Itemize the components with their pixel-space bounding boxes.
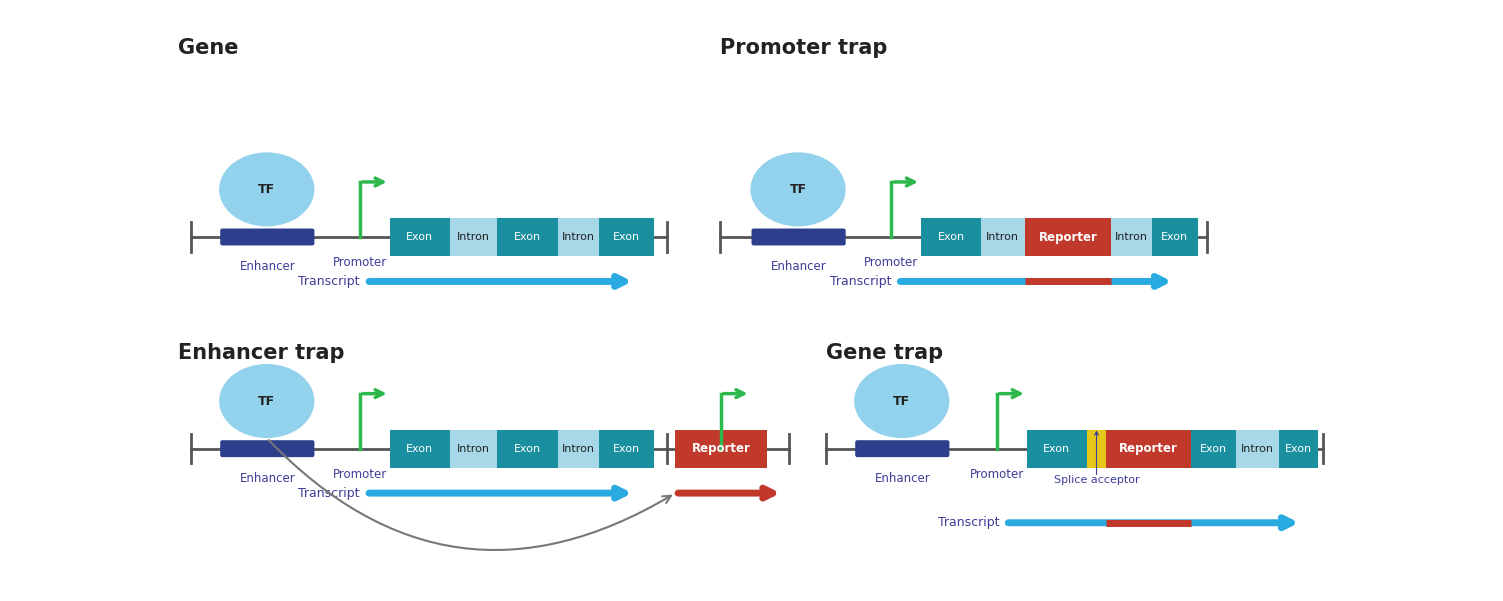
Text: Promoter: Promoter xyxy=(332,256,388,269)
Text: Transcript: Transcript xyxy=(938,516,999,529)
Text: Reporter: Reporter xyxy=(1039,231,1097,243)
Text: Promoter trap: Promoter trap xyxy=(720,38,887,58)
Text: Reporter: Reporter xyxy=(1118,442,1178,455)
Text: Promoter: Promoter xyxy=(969,468,1024,481)
Text: Gene trap: Gene trap xyxy=(825,343,942,363)
Text: Intron: Intron xyxy=(562,444,595,454)
Bar xyxy=(675,430,768,468)
Text: Transcript: Transcript xyxy=(299,275,359,288)
Bar xyxy=(1111,218,1151,256)
Bar xyxy=(600,218,654,256)
Ellipse shape xyxy=(854,364,950,438)
Bar xyxy=(558,430,600,468)
Text: Exon: Exon xyxy=(406,232,433,242)
Bar xyxy=(389,218,449,256)
Text: Exon: Exon xyxy=(1285,444,1312,454)
Text: TF: TF xyxy=(259,394,275,407)
Bar xyxy=(449,218,497,256)
Text: Enhancer: Enhancer xyxy=(239,472,295,485)
Bar xyxy=(1106,430,1190,468)
Bar xyxy=(497,430,558,468)
Text: Exon: Exon xyxy=(514,444,541,454)
Text: TF: TF xyxy=(259,183,275,196)
Ellipse shape xyxy=(219,152,314,227)
Text: Splice acceptor: Splice acceptor xyxy=(1054,475,1139,485)
FancyBboxPatch shape xyxy=(752,228,846,245)
Text: Exon: Exon xyxy=(613,444,640,454)
Text: Transcript: Transcript xyxy=(299,487,359,499)
Bar xyxy=(497,218,558,256)
Bar xyxy=(1235,430,1279,468)
Text: Exon: Exon xyxy=(1199,444,1226,454)
Bar xyxy=(1025,218,1111,256)
FancyBboxPatch shape xyxy=(221,228,314,245)
Text: Exon: Exon xyxy=(406,444,433,454)
Text: Exon: Exon xyxy=(1162,232,1189,242)
Text: Exon: Exon xyxy=(938,232,965,242)
Bar xyxy=(1151,218,1198,256)
Ellipse shape xyxy=(219,364,314,438)
Bar xyxy=(600,430,654,468)
Text: Exon: Exon xyxy=(613,232,640,242)
Text: Enhancer trap: Enhancer trap xyxy=(177,343,344,363)
Text: Transcript: Transcript xyxy=(830,275,891,288)
Text: Exon: Exon xyxy=(1043,444,1070,454)
Text: Gene: Gene xyxy=(177,38,239,58)
FancyBboxPatch shape xyxy=(221,440,314,457)
Text: Promoter: Promoter xyxy=(332,468,388,481)
Text: Intron: Intron xyxy=(457,232,490,242)
Bar xyxy=(1190,430,1235,468)
Text: Intron: Intron xyxy=(1115,232,1148,242)
Bar xyxy=(449,430,497,468)
Bar xyxy=(1087,430,1106,468)
Text: Intron: Intron xyxy=(986,232,1019,242)
Bar xyxy=(1027,430,1087,468)
Bar xyxy=(558,218,600,256)
Text: Enhancer: Enhancer xyxy=(875,472,930,485)
FancyArrowPatch shape xyxy=(269,440,670,550)
Text: Intron: Intron xyxy=(457,444,490,454)
Text: TF: TF xyxy=(893,394,911,407)
Text: Intron: Intron xyxy=(562,232,595,242)
Bar xyxy=(981,218,1025,256)
Bar xyxy=(389,430,449,468)
Text: Promoter: Promoter xyxy=(864,256,918,269)
Text: Enhancer: Enhancer xyxy=(771,260,827,273)
Text: TF: TF xyxy=(789,183,807,196)
Text: Exon: Exon xyxy=(514,232,541,242)
Ellipse shape xyxy=(750,152,846,227)
Text: Enhancer: Enhancer xyxy=(239,260,295,273)
Bar xyxy=(1279,430,1318,468)
Text: Reporter: Reporter xyxy=(691,442,752,455)
FancyBboxPatch shape xyxy=(855,440,950,457)
Text: Intron: Intron xyxy=(1241,444,1275,454)
Bar xyxy=(921,218,981,256)
